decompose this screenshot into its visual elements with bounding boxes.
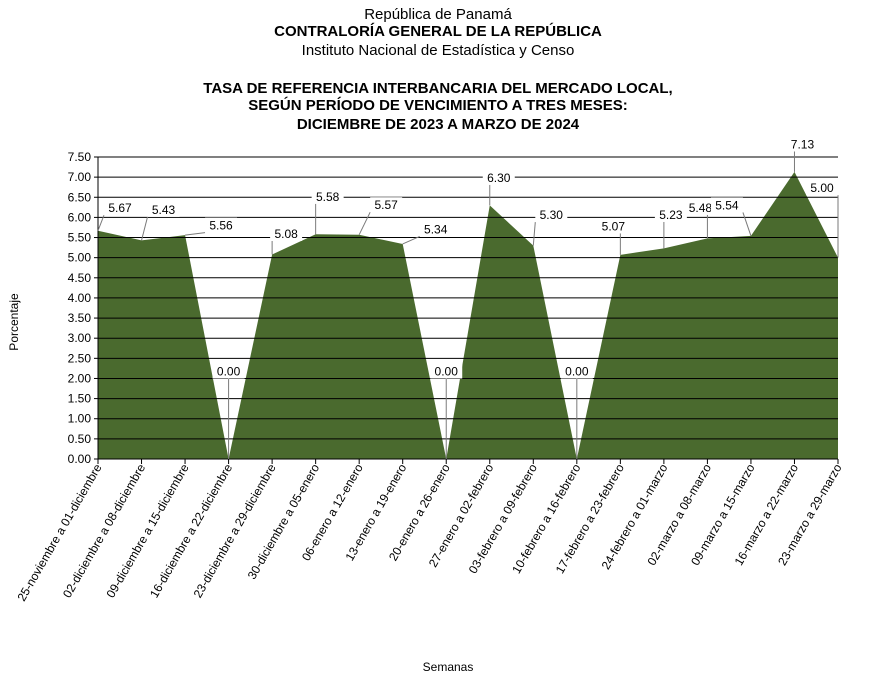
- y-tick-label: 3.00: [68, 331, 92, 345]
- y-tick-label: 5.50: [68, 231, 92, 245]
- data-label-bg: [430, 363, 463, 379]
- x-tick-label: 16-diciembre a 22-diciembre: [147, 461, 235, 600]
- data-label-leader: [532, 222, 536, 246]
- chart-title-line-1: TASA DE REFERENCIA INTERBANCARIA DEL MER…: [203, 80, 673, 97]
- y-tick-label: 5.00: [68, 251, 92, 265]
- data-label-bg: [597, 218, 630, 234]
- y-tick-label: 6.00: [68, 210, 92, 224]
- x-tick-label: 09-diciembre a 15-diciembre: [103, 461, 191, 600]
- y-tick-label: 0.00: [68, 452, 92, 466]
- y-tick-label: 0.50: [68, 432, 92, 446]
- data-label: 5.30: [540, 208, 564, 222]
- data-label-leader: [402, 236, 420, 245]
- y-tick-label: 4.00: [68, 291, 92, 305]
- y-tick-label: 6.50: [68, 190, 92, 204]
- data-label-bg: [419, 221, 452, 237]
- data-label-bg: [205, 217, 238, 233]
- data-label-bg: [270, 225, 303, 241]
- data-label: 5.23: [659, 208, 683, 222]
- data-label: 5.56: [209, 219, 233, 233]
- y-tick-label: 1.00: [68, 412, 92, 426]
- data-label-bg: [370, 197, 403, 213]
- data-label: 5.07: [602, 219, 626, 233]
- data-label: 5.54: [715, 198, 739, 212]
- y-tick-label: 7.50: [68, 150, 92, 164]
- x-axis-title: Semanas: [422, 660, 474, 674]
- data-label: 0.00: [565, 365, 589, 379]
- data-label-bg: [560, 363, 593, 379]
- data-label: 0.00: [435, 365, 459, 379]
- area-series: [98, 171, 838, 459]
- data-label-bg: [147, 201, 180, 217]
- data-label-leader: [141, 216, 149, 241]
- data-label-leader: [358, 211, 371, 235]
- data-label-bg: [482, 169, 515, 185]
- data-label-leader: [742, 212, 752, 237]
- data-label: 0.00: [217, 365, 241, 379]
- data-label: 5.48: [689, 201, 713, 215]
- data-label: 5.43: [152, 203, 176, 217]
- data-label-bg: [806, 180, 838, 196]
- data-label: 5.08: [274, 227, 298, 241]
- data-label-bg: [535, 207, 568, 223]
- data-label-bg: [684, 199, 717, 215]
- header-country: República de Panamá: [364, 6, 512, 23]
- y-tick-label: 3.50: [68, 311, 92, 325]
- y-axis-title: Porcentaje: [7, 293, 21, 351]
- x-tick-label: 02-diciembre a 08-diciembre: [60, 461, 148, 600]
- y-tick-label: 2.00: [68, 371, 92, 385]
- x-tick-label: 25-noviembre a 01-diciembre: [14, 461, 104, 603]
- data-label-bg: [786, 136, 819, 152]
- chart-title-line-2: SEGÚN PERÍODO DE VENCIMIENTO A TRES MESE…: [248, 97, 628, 114]
- data-label: 5.34: [424, 222, 448, 236]
- chart-title-line-3: DICIEMBRE DE 2023 A MARZO DE 2024: [296, 116, 580, 133]
- data-label: 5.58: [316, 190, 340, 204]
- data-label-bg: [212, 363, 245, 379]
- data-label: 5.00: [810, 181, 834, 195]
- data-label-bg: [654, 206, 687, 222]
- data-label: 7.13: [791, 137, 815, 151]
- data-label-bg: [311, 188, 344, 204]
- data-label-leader: [184, 232, 206, 236]
- data-label: 6.30: [487, 171, 511, 185]
- data-label-leader: [97, 215, 105, 231]
- y-tick-label: 4.50: [68, 271, 92, 285]
- header-institution: CONTRALORÍA GENERAL DE LA REPÚBLICA: [274, 23, 602, 40]
- data-label-bg: [104, 200, 136, 216]
- data-label-bg: [710, 197, 743, 213]
- data-label: 5.57: [374, 198, 398, 212]
- data-label: 5.67: [108, 201, 132, 215]
- x-tick-label: 23-diciembre a 29-diciembre: [191, 461, 279, 600]
- y-tick-label: 2.50: [68, 351, 92, 365]
- y-tick-label: 7.00: [68, 170, 92, 184]
- y-tick-label: 1.50: [68, 392, 92, 406]
- header-institute: Instituto Nacional de Estadística y Cens…: [301, 42, 575, 59]
